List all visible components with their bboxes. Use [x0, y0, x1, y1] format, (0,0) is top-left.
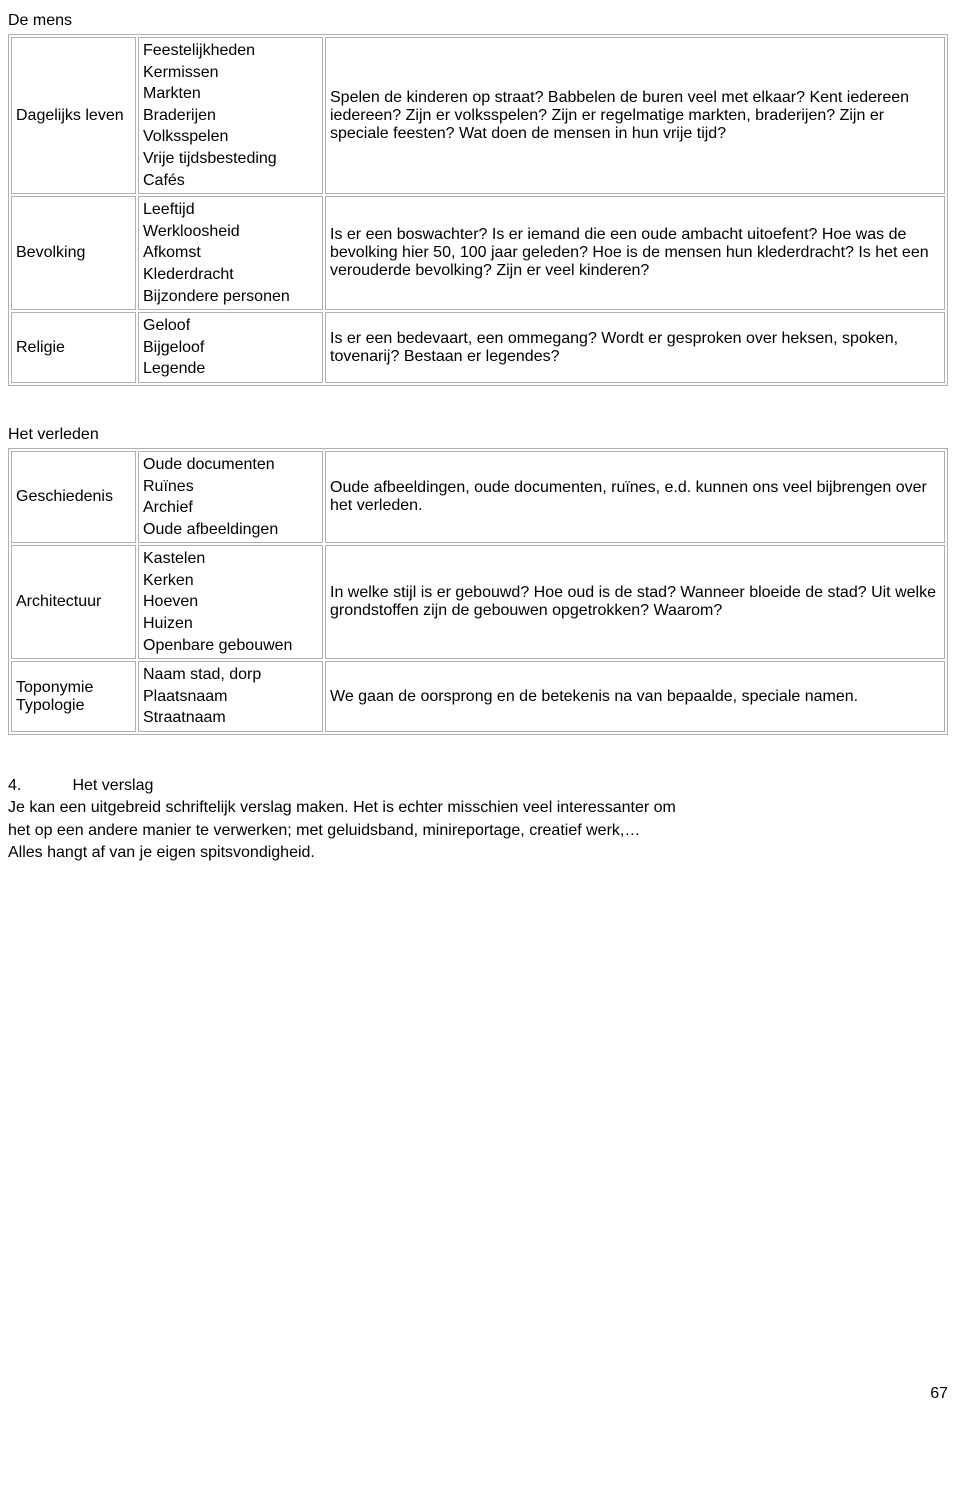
cell-desc: We gaan de oorsprong en de betekenis na …	[325, 661, 945, 732]
list-item: Hoeven	[143, 591, 318, 613]
list-item: Bijgeloof	[143, 337, 318, 359]
list-item: Kastelen	[143, 548, 318, 570]
list-item: Kermissen	[143, 62, 318, 84]
cell-desc: In welke stijl is er gebouwd? Hoe oud is…	[325, 545, 945, 659]
cell-label: Bevolking	[11, 196, 136, 310]
list-item: Ruïnes	[143, 476, 318, 498]
table-row: Dagelijks leven Feestelijkheden Kermisse…	[11, 37, 945, 194]
cell-label: Dagelijks leven	[11, 37, 136, 194]
cell-desc: Spelen de kinderen op straat? Babbelen d…	[325, 37, 945, 194]
list-item: Klederdracht	[143, 264, 318, 286]
cell-items: Oude documenten Ruïnes Archief Oude afbe…	[138, 451, 323, 543]
list-item: Openbare gebouwen	[143, 635, 318, 657]
table-row: Bevolking Leeftijd Werkloosheid Afkomst …	[11, 196, 945, 310]
cell-label: Architectuur	[11, 545, 136, 659]
paragraph-line: Je kan een uitgebreid schriftelijk versl…	[8, 797, 948, 819]
list-item: Bijzondere personen	[143, 286, 318, 308]
table-verleden: Geschiedenis Oude documenten Ruïnes Arch…	[8, 448, 948, 735]
paragraph-number: 4.	[8, 775, 68, 797]
list-item: Volksspelen	[143, 126, 318, 148]
list-item: Braderijen	[143, 105, 318, 127]
list-item: Plaatsnaam	[143, 686, 318, 708]
paragraph-heading: Het verslag	[72, 777, 153, 794]
list-item: Geloof	[143, 315, 318, 337]
cell-desc: Is er een boswachter? Is er iemand die e…	[325, 196, 945, 310]
list-item: Kerken	[143, 570, 318, 592]
list-item: Oude afbeeldingen	[143, 519, 318, 541]
cell-label: Religie	[11, 312, 136, 383]
table-row: Religie Geloof Bijgeloof Legende Is er e…	[11, 312, 945, 383]
table-mens: Dagelijks leven Feestelijkheden Kermisse…	[8, 34, 948, 386]
cell-items: Leeftijd Werkloosheid Afkomst Klederdrac…	[138, 196, 323, 310]
list-item: Archief	[143, 497, 318, 519]
list-item: Werkloosheid	[143, 221, 318, 243]
cell-items: Geloof Bijgeloof Legende	[138, 312, 323, 383]
cell-desc: Oude afbeeldingen, oude documenten, ruïn…	[325, 451, 945, 543]
list-item: Oude documenten	[143, 454, 318, 476]
list-item: Afkomst	[143, 242, 318, 264]
list-item: Cafés	[143, 170, 318, 192]
cell-label: Geschiedenis	[11, 451, 136, 543]
page-number: 67	[8, 1385, 948, 1403]
list-item: Feestelijkheden	[143, 40, 318, 62]
list-item: Vrije tijdsbesteding	[143, 148, 318, 170]
table-row: Architectuur Kastelen Kerken Hoeven Huiz…	[11, 545, 945, 659]
list-item: Markten	[143, 83, 318, 105]
list-item: Legende	[143, 358, 318, 380]
table-row: Geschiedenis Oude documenten Ruïnes Arch…	[11, 451, 945, 543]
list-item: Leeftijd	[143, 199, 318, 221]
cell-desc: Is er een bedevaart, een ommegang? Wordt…	[325, 312, 945, 383]
section-title-mens: De mens	[8, 12, 948, 30]
cell-items: Feestelijkheden Kermissen Markten Brader…	[138, 37, 323, 194]
cell-items: Kastelen Kerken Hoeven Huizen Openbare g…	[138, 545, 323, 659]
paragraph-line: het op een andere manier te verwerken; m…	[8, 820, 948, 842]
cell-label: Toponymie Typologie	[11, 661, 136, 732]
paragraph-line: Alles hangt af van je eigen spitsvondigh…	[8, 842, 948, 864]
section-title-verleden: Het verleden	[8, 426, 948, 444]
list-item: Straatnaam	[143, 707, 318, 729]
table-row: Toponymie Typologie Naam stad, dorp Plaa…	[11, 661, 945, 732]
list-item: Naam stad, dorp	[143, 664, 318, 686]
paragraph-verslag: 4. Het verslag Je kan een uitgebreid sch…	[8, 775, 948, 865]
list-item: Huizen	[143, 613, 318, 635]
cell-items: Naam stad, dorp Plaatsnaam Straatnaam	[138, 661, 323, 732]
